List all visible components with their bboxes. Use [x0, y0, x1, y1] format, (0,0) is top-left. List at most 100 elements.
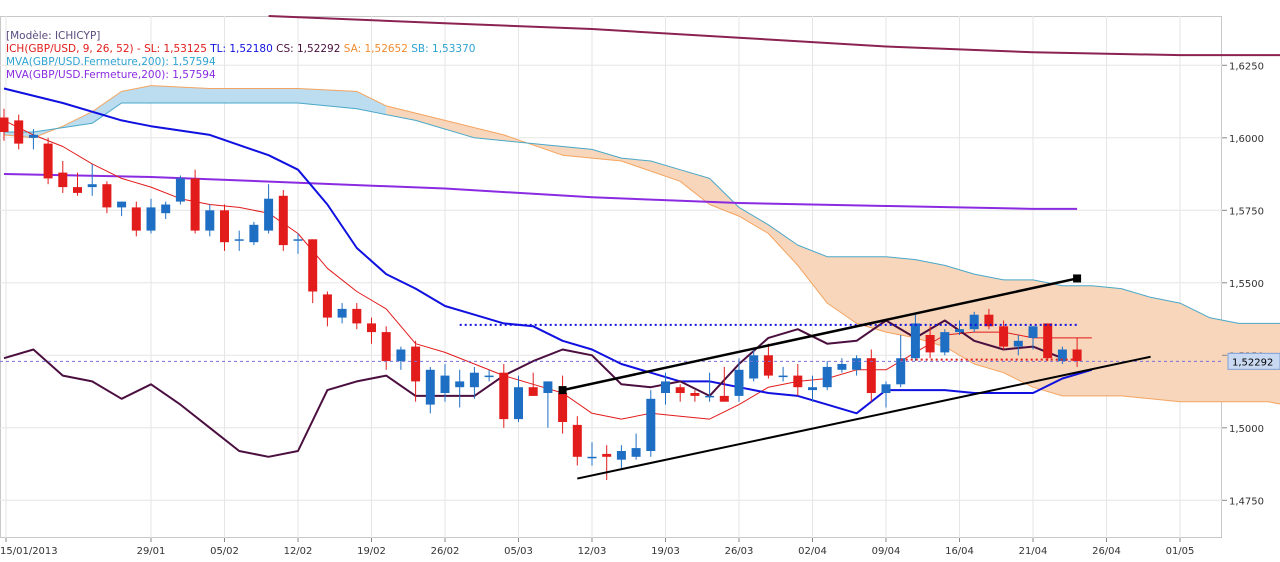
- mva-long-line: [268, 15, 1280, 57]
- candle-bearish: [719, 395, 729, 402]
- x-tick-label: 15/01/2013: [0, 546, 58, 557]
- candle-bullish: [87, 184, 97, 188]
- candle-bullish: [396, 349, 406, 362]
- legend-cs: CS: 1,52292: [276, 43, 341, 55]
- y-tick-label: 1,6250: [1229, 61, 1264, 72]
- candle-bearish: [984, 314, 994, 327]
- senkou-span-b-line: [4, 102, 1280, 324]
- candle-bearish: [763, 355, 773, 376]
- candle-bullish: [1057, 349, 1067, 362]
- candle-bullish: [28, 134, 38, 138]
- x-tick-label: 05/03: [504, 546, 533, 557]
- x-tick-label: 05/02: [210, 546, 239, 557]
- candle-bearish: [793, 375, 803, 388]
- legend-tl: TL: 1,52180: [210, 43, 273, 55]
- candle-bearish: [322, 294, 332, 318]
- candle-bearish: [73, 187, 82, 193]
- candle-bullish: [117, 201, 127, 208]
- x-tick-label: 12/03: [578, 546, 607, 557]
- candle-bearish: [14, 120, 24, 144]
- x-tick-label: 26/03: [725, 546, 754, 557]
- candle-bearish: [381, 332, 391, 362]
- candle-bullish: [749, 355, 759, 379]
- x-tick-label: 01/05: [1166, 546, 1195, 557]
- legend-mva2-text: MVA(GBP/USD.Fermeture,200): 1,57594: [6, 69, 216, 81]
- overlays: [0, 274, 1222, 480]
- legend-ichimoku: ICH(GBP/USD, 9, 26, 52) - SL: 1,53125 TL…: [6, 43, 475, 56]
- kijun-sen-line: [3, 87, 1093, 415]
- candle-bullish: [249, 224, 259, 243]
- mva-purple-line: [3, 173, 1078, 210]
- candle-bearish: [131, 207, 141, 231]
- legend-mva2: MVA(GBP/USD.Fermeture,200): 1,57594: [6, 69, 475, 82]
- candle-bearish: [1072, 349, 1082, 362]
- candle-bullish: [455, 381, 465, 388]
- x-tick-label: 16/04: [945, 546, 974, 557]
- candle-bullish: [631, 448, 641, 457]
- x-tick-label: 21/04: [1019, 546, 1048, 557]
- x-tick-label: 19/03: [651, 546, 680, 557]
- y-tick-label: 1,4750: [1229, 496, 1264, 507]
- candle-bearish: [690, 393, 700, 396]
- candle-bearish: [367, 323, 376, 333]
- candle-bullish: [1028, 326, 1038, 338]
- legend-ichimoku-label: ICH(GBP/USD, 9, 26, 52) -: [6, 43, 141, 55]
- legend-sa: SA: 1,52652: [343, 43, 408, 55]
- candle-bearish: [999, 326, 1009, 347]
- candle-bearish: [278, 195, 288, 246]
- candle-bullish: [146, 207, 156, 231]
- upper-trendline: [562, 277, 1078, 392]
- candle-bearish: [220, 210, 229, 243]
- candle-bullish: [969, 314, 979, 330]
- plot-border: [0, 16, 1222, 538]
- candle-bullish: [778, 375, 788, 378]
- candle-bullish: [896, 358, 906, 385]
- y-tick-label: 1,5500: [1229, 279, 1264, 290]
- candle-bearish: [558, 393, 568, 422]
- candle-bullish: [161, 204, 171, 214]
- candle-bearish: [102, 184, 112, 208]
- candle-bullish: [616, 451, 626, 460]
- trendline-handle: [1073, 274, 1082, 283]
- candle-bullish: [955, 329, 964, 333]
- legend-sb: SB: 1,53370: [411, 43, 476, 55]
- current-price-tag-label: 1,52292: [1232, 357, 1273, 368]
- candles: [0, 108, 1082, 480]
- candle-bearish: [352, 308, 362, 324]
- candle-bullish: [484, 375, 494, 378]
- candle-bearish: [308, 239, 318, 292]
- model-label: [Modèle: ICHICYP]: [6, 30, 475, 43]
- candle-bullish: [837, 364, 847, 370]
- legend-mva1-text: MVA(GBP/USD.Fermeture,200): 1,57594: [6, 56, 216, 68]
- model-label-text: [Modèle: ICHICYP]: [6, 30, 101, 42]
- candle-bearish: [411, 346, 421, 382]
- candle-bullish: [734, 369, 744, 396]
- ichimoku-cloud: [4, 85, 1280, 405]
- candle-bullish: [440, 375, 450, 393]
- candle-bullish: [1013, 340, 1023, 347]
- x-tick-label: 09/04: [872, 546, 901, 557]
- y-tick-label: 1,5750: [1229, 206, 1264, 217]
- candle-bearish: [528, 387, 538, 396]
- legend-sl: SL: 1,53125: [144, 43, 207, 55]
- cloud-bearish: [386, 105, 1280, 405]
- candle-bullish: [543, 381, 553, 393]
- candle-bullish: [337, 308, 347, 318]
- candle-bullish: [661, 381, 670, 393]
- cloud-bullish: [4, 85, 387, 138]
- x-tick-label: 26/04: [1092, 546, 1121, 557]
- x-tick-label: 29/01: [137, 546, 166, 557]
- candle-bullish: [822, 366, 832, 388]
- candle-bullish: [234, 239, 244, 241]
- candle-bullish: [587, 456, 597, 459]
- candle-bullish: [852, 358, 862, 370]
- lower-trendline: [577, 355, 1151, 480]
- x-tick-label: 19/02: [357, 546, 386, 557]
- x-tick-label: 26/02: [431, 546, 460, 557]
- x-tick-label: 02/04: [798, 546, 827, 557]
- candle-bearish: [0, 117, 9, 132]
- candle-bullish: [881, 384, 891, 393]
- candle-bearish: [43, 143, 53, 179]
- candle-bullish: [940, 332, 950, 353]
- y-tick-label: 1,5000: [1229, 424, 1264, 435]
